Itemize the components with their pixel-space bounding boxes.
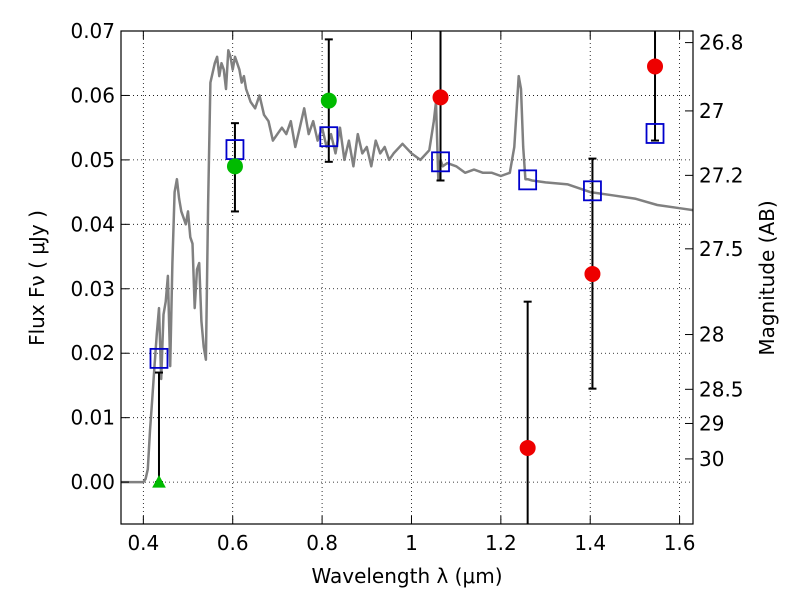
spectrum-line — [121, 49, 693, 484]
axis-ticks: 0.4 0.6 0.8 1 1.2 1.4 1.6 0.00 0.01 0.02 0.03 0.04 0… — [70, 19, 743, 555]
y-tick-label: 0.01 — [70, 406, 115, 430]
model-spectrum — [121, 49, 693, 484]
right-axis-label: Magnitude (AB) — [755, 200, 779, 355]
x-tick-label: 1.2 — [485, 531, 517, 555]
x-tick-label: 1.6 — [664, 531, 696, 555]
y-tick-label: 0.02 — [70, 341, 115, 365]
right-tick-label: 27.2 — [699, 163, 744, 187]
y-tick-label: 0.07 — [70, 19, 115, 43]
right-tick-label: 29 — [699, 411, 724, 435]
x-axis-label: Wavelength λ (μm) — [311, 564, 502, 588]
model-photometry-square — [583, 180, 602, 202]
y-tick-label: 0.05 — [70, 148, 115, 172]
data-point — [647, 58, 664, 75]
right-tick-label: 26.8 — [699, 31, 744, 55]
model-photometry-square — [431, 151, 450, 173]
y-tick-label: 0.04 — [70, 212, 115, 236]
x-tick-label: 1.4 — [574, 531, 606, 555]
right-tick-label: 28 — [699, 323, 724, 347]
x-tick-label: 0.6 — [217, 531, 249, 555]
model-photometry — [149, 123, 665, 369]
model-photometry-square — [149, 347, 169, 369]
x-tick-label: 1 — [405, 531, 418, 555]
right-tick-label: 28.5 — [699, 377, 744, 401]
data-point — [320, 92, 337, 109]
right-tick-label: 27 — [699, 99, 724, 123]
model-photometry-square — [319, 126, 339, 148]
y-tick-label: 0.03 — [70, 277, 115, 301]
data-point — [226, 158, 243, 175]
observed-photometry — [152, 58, 664, 488]
y-axis-label: Flux Fν ( μJy ) — [25, 210, 49, 346]
x-tick-label: 0.4 — [127, 531, 159, 555]
right-tick-label: 30 — [699, 447, 724, 471]
x-tick-label: 0.8 — [306, 531, 338, 555]
data-point — [432, 89, 449, 106]
y-tick-label: 0.00 — [70, 470, 115, 494]
data-point — [584, 265, 601, 282]
model-photometry-square — [645, 123, 665, 144]
model-photometry-square — [518, 169, 538, 191]
right-tick-label: 27.5 — [699, 237, 744, 261]
y-tick-label: 0.06 — [70, 83, 115, 107]
data-point — [519, 439, 536, 456]
upper-limit-triangle — [152, 475, 166, 488]
plot-frame — [120, 30, 694, 525]
